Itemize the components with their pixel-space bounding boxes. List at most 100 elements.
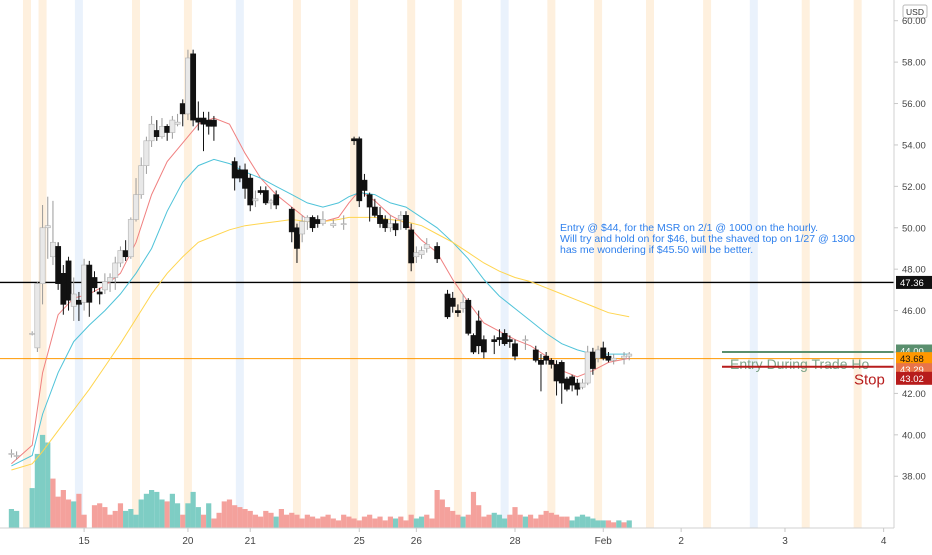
ma-mid-line [11,158,630,467]
candle [8,449,15,458]
candle-body [236,169,243,179]
volume-bar [351,518,357,528]
candle-body [205,119,212,127]
volume-bars [8,434,632,528]
candle-body [408,229,415,264]
candles [8,49,633,460]
candle [392,219,399,237]
candle [159,118,165,139]
candle-body [496,337,503,340]
candle-body [397,215,404,220]
price-tag-current: 43.68 [896,352,932,366]
y-tick-labels: 38.00 40.00 42.00 44.00 46.00 48.00 50.00 52.00… [894,16,926,483]
annotation[interactable]: Entry @ $44, for the MSR on 2/1 @ 1000 o… [560,222,855,256]
session-band [22,0,31,528]
candle [86,260,93,317]
candle [605,352,612,363]
volume-bar [367,514,373,528]
session-band [235,0,244,528]
volume-bar [507,514,513,528]
volume-bar [346,516,352,528]
candle [330,219,337,228]
y-tick-label: 54.00 [902,140,926,151]
y-tick-label: 60.00 [902,16,926,27]
volume-bar [252,514,259,528]
volume-bar [590,518,596,528]
x-tick-label: 26 [411,536,423,547]
candle-body [413,252,420,258]
candle-body [174,121,181,125]
volume-bar [559,516,565,528]
volume-bar [444,507,451,528]
volume-bar [60,490,66,528]
volume-bar [123,510,129,528]
volume-bar [470,491,477,528]
candle-body [455,310,461,313]
x-tick-labels: 15 20 21 25 26 28 Feb 2 3 4 [79,528,887,547]
volume-bar [128,509,134,528]
y-tick-label: 46.00 [902,306,926,317]
candle-body [91,277,98,289]
session-band [853,0,862,528]
volume-bar [39,434,46,528]
price-tag-bg [896,371,932,385]
currency-badge [902,4,928,19]
candle-body [558,362,565,384]
candle-body [480,339,487,353]
session-band [547,0,556,528]
volume-bar [117,503,124,528]
volume-bar [190,491,196,528]
annotation-line-3: has me wondering if $45.50 will be bette… [560,244,753,256]
candle [138,157,145,199]
candle [377,207,383,228]
candle [200,111,207,152]
candle-body [148,123,155,142]
candle-body [470,335,477,353]
candle [133,178,139,222]
volume-bar [356,520,362,528]
candle-body [309,217,316,229]
candle-body [133,194,139,220]
candle-body [117,250,124,264]
candle [91,271,98,292]
volume-bar [341,514,347,528]
session-band [500,0,509,528]
volume-bar [439,499,445,528]
candle-body [70,293,77,307]
session-band [749,0,758,528]
candle [252,190,259,208]
volume-bar [335,520,342,528]
candle-body [449,297,456,307]
volume-bar [398,516,404,528]
volume-bar [206,503,212,528]
session-band [183,0,192,528]
candle-body [366,194,373,208]
candle [366,192,373,222]
candle-body [589,351,596,369]
volume-bar [502,518,508,528]
candle-body [107,277,113,282]
volume-bar [55,496,61,528]
x-tick-label: 28 [509,536,521,547]
candle [169,115,176,139]
volume-bar [315,518,321,528]
candle-body [548,359,555,365]
volume-bar [143,493,150,528]
candle-body [231,161,238,179]
candle-body [543,355,550,361]
candle-body [387,223,394,229]
volume-bar [174,503,181,528]
volume-bar [211,518,217,528]
candle [574,378,581,396]
candle-body [273,194,280,206]
candle-body [44,225,51,229]
candle-body [179,103,186,115]
price-axis[interactable]: USD [0,0,928,529]
candle [579,378,586,390]
volume-bar [289,512,295,528]
candle-body [423,244,430,249]
volume-bar [621,522,627,528]
